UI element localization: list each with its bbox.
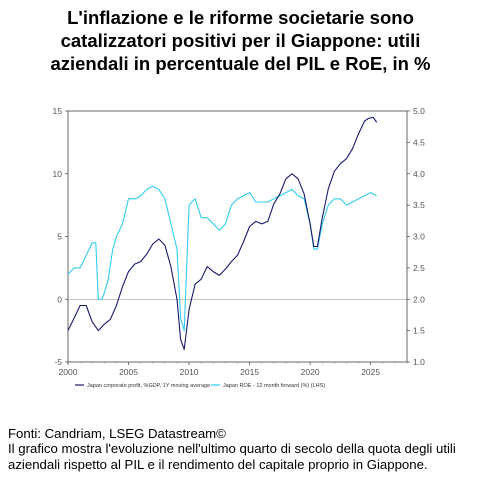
chart-legend: Japan corporate profit, %GDP, 1Y moving … [75, 383, 325, 389]
x-tick-label: 2005 [119, 367, 138, 377]
chart-title-line-2: catalizzatori positivi per il Giappone: … [60, 30, 421, 51]
source-note: Fonti: Candriam, LSEG Datastream© [8, 426, 226, 441]
x-tick-label: 2000 [59, 367, 78, 377]
chart-title-line-3: aziendali in percentuale del PIL e RoE, … [50, 53, 431, 74]
y-left-tick-label: 5 [57, 232, 62, 242]
y-right-tick-label: 4.0 [413, 169, 425, 179]
y-right-tick-label: 1.0 [413, 357, 425, 367]
y-right-tick-label: 3.0 [413, 232, 425, 242]
series-line-roe [67, 185, 377, 332]
chart-description: Il grafico mostra l'evoluzione nell'ulti… [8, 441, 456, 472]
line-chart: 2000 2005 2010 2015 2020 2025 -5 0 5 10 15 1.0 1.5 2.… [53, 106, 426, 389]
y-right-tick-label: 5.0 [413, 106, 425, 116]
chart-footer: Fonti: Candriam, LSEG Datastream© Il gra… [8, 426, 478, 472]
y-right-tick-label: 4.5 [413, 137, 425, 147]
chart-axes: 2000 2005 2010 2015 2020 2025 -5 0 5 10 15 1.0 1.5 2.… [53, 106, 426, 377]
chart-title-line-1: L'inflazione e le riforme societarie son… [67, 7, 414, 28]
x-tick-label: 2025 [361, 367, 380, 377]
y-right-tick-label: 2.0 [413, 294, 425, 304]
x-tick-label: 2010 [180, 367, 199, 377]
y-right-tick-label: 3.5 [413, 200, 425, 210]
y-left-tick-label: -5 [54, 357, 62, 367]
y-left-tick-label: 15 [53, 106, 63, 116]
chart-series [67, 116, 378, 350]
y-right-tick-label: 1.5 [413, 326, 425, 336]
x-tick-label: 2015 [240, 367, 259, 377]
y-left-tick-label: 0 [57, 294, 62, 304]
legend-label-corporate-profit: Japan corporate profit, %GDP, 1Y moving … [87, 383, 210, 389]
x-tick-label: 2020 [301, 367, 320, 377]
chart-title: L'inflazione e le riforme societarie son… [0, 6, 481, 75]
y-right-tick-label: 2.5 [413, 263, 425, 273]
plot-frame [67, 110, 408, 363]
y-left-tick-label: 10 [53, 169, 63, 179]
legend-label-roe: Japan ROE - 12 month forward (%) (LHS) [223, 383, 325, 389]
series-line-corporate-profit [67, 116, 378, 350]
